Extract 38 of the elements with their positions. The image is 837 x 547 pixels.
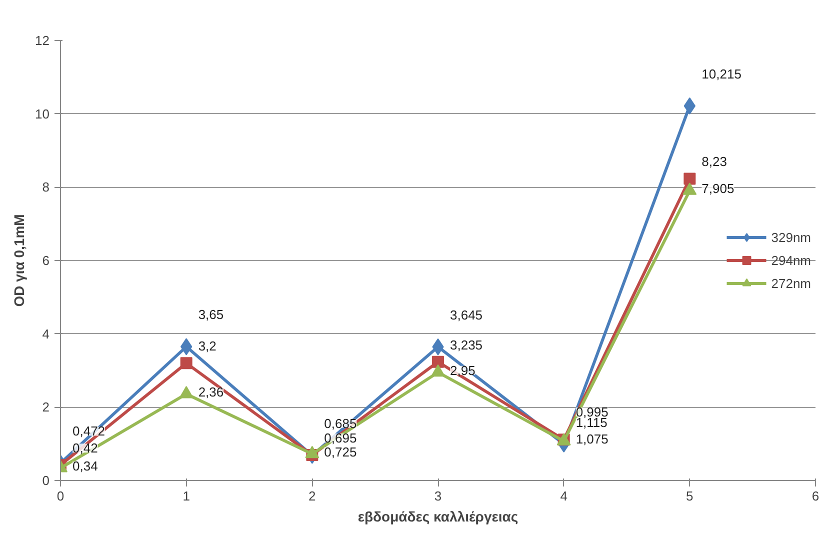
data-label: 3,235 bbox=[450, 337, 483, 352]
x-tick-label: 6 bbox=[812, 488, 820, 504]
x-tick-label: 3 bbox=[434, 488, 442, 504]
y-tick-label: 12 bbox=[35, 33, 50, 48]
y-tick-label: 4 bbox=[42, 326, 50, 342]
data-label: 3,65 bbox=[198, 307, 224, 322]
x-tick-label: 5 bbox=[686, 488, 694, 504]
data-label: 8,23 bbox=[702, 154, 727, 170]
y-tick-label: 8 bbox=[42, 180, 50, 195]
data-label: 0,472 bbox=[72, 424, 106, 439]
data-label: 3,2 bbox=[198, 338, 216, 354]
data-label: 2,95 bbox=[450, 362, 476, 378]
y-tick-label: 6 bbox=[42, 253, 50, 268]
x-tick-label: 2 bbox=[308, 488, 316, 504]
point bbox=[684, 172, 696, 185]
point bbox=[180, 357, 192, 370]
y-tick-label: 0 bbox=[42, 473, 50, 488]
data-label: 0,34 bbox=[72, 458, 98, 474]
data-label: 3,645 bbox=[450, 307, 483, 322]
data-label: 1,075 bbox=[576, 432, 608, 447]
legend-label: 329nm bbox=[771, 230, 811, 244]
data-label: 7,905 bbox=[702, 181, 734, 196]
x-tick-label: 0 bbox=[56, 488, 64, 504]
data-label: 0,685 bbox=[324, 416, 357, 431]
y-tick-label: 2 bbox=[42, 400, 50, 415]
point bbox=[432, 356, 444, 368]
x-tick-label: 1 bbox=[182, 488, 190, 504]
data-label: 2,36 bbox=[198, 384, 224, 400]
data-label: 0,725 bbox=[324, 444, 357, 460]
data-label: 10,215 bbox=[702, 66, 742, 82]
x-axis-title: εβδομάδες καλλιέργειας bbox=[358, 508, 518, 524]
data-label: 0,42 bbox=[72, 440, 98, 456]
legend-label: 294nm bbox=[771, 252, 811, 268]
x-tick-label: 4 bbox=[560, 488, 568, 504]
y-axis-title: OD για 0,1mM bbox=[11, 214, 28, 307]
legend-label: 272nm bbox=[771, 276, 811, 290]
data-label: 0,695 bbox=[324, 430, 357, 446]
y-tick-label: 10 bbox=[35, 106, 50, 122]
